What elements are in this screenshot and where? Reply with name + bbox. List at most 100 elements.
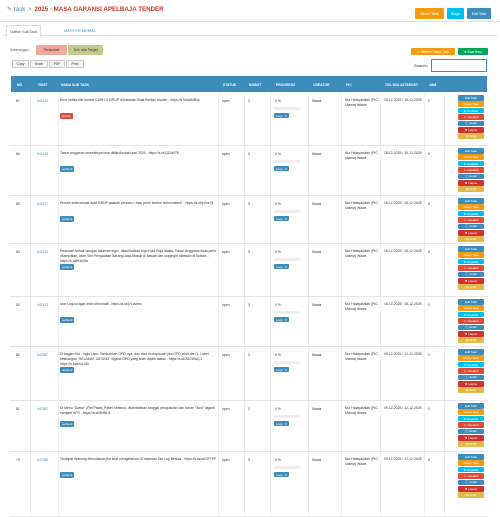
modul-task-button[interactable]: Modul Task: [458, 355, 484, 361]
duplikat-button[interactable]: ⧉ Duplikat: [458, 466, 484, 473]
detail-button[interactable]: ⓘ detail: [458, 271, 484, 278]
hapus-button[interactable]: ✖ Hapus: [458, 331, 484, 337]
search-input[interactable]: [431, 59, 487, 72]
edit-task-button[interactable]: Edit Task: [458, 95, 484, 101]
modul-task-button[interactable]: Modul Task: [458, 204, 484, 210]
masalah-button[interactable]: ⚠ masalah: [458, 318, 484, 324]
arsip-button[interactable]: ▤ Arsip: [458, 284, 484, 290]
duplikat-button[interactable]: ⧉ Duplikat: [458, 311, 484, 318]
edit-task-button[interactable]: Edit Task: [458, 349, 484, 355]
ticket-link[interactable]: #42387: [37, 407, 49, 411]
masalah-button[interactable]: ⚠ masalah: [458, 473, 484, 479]
hapus-button[interactable]: ✖ Hapus: [458, 435, 484, 441]
logs-button[interactable]: Logs : 0: [274, 317, 289, 322]
masalah-button[interactable]: ⚠ masalah: [458, 265, 484, 271]
detail-label: detail: [469, 272, 477, 277]
modul-task-button[interactable]: Modul Task: [458, 460, 484, 466]
arsip-button[interactable]: ▤ Arsip: [458, 441, 484, 447]
logs-button[interactable]: Logs : 0: [274, 264, 289, 269]
masalah-button[interactable]: ⚠ masalah: [458, 167, 484, 173]
detail-button[interactable]: ⓘ detail: [458, 120, 484, 127]
refresh-status-button[interactable]: ✔ Refresh Status Task: [411, 48, 455, 55]
masalah-button[interactable]: ⚠ masalah: [458, 422, 484, 428]
ticket-link[interactable]: #42387: [37, 353, 49, 357]
logs-button[interactable]: Logs : 0: [274, 367, 289, 372]
hapus-button[interactable]: ✖ Hapus: [458, 230, 484, 236]
edit-task-button[interactable]: Edit Task: [458, 454, 484, 460]
hapus-button[interactable]: ✖ Hapus: [458, 180, 484, 186]
detail-button[interactable]: ⓘ detail: [458, 324, 484, 331]
duplikat-button[interactable]: ⧉ Duplikat: [458, 160, 484, 167]
ticket-link[interactable]: #42418: [37, 152, 49, 156]
ticket-link[interactable]: #42416: [37, 250, 49, 254]
jam-value: 0: [428, 353, 430, 357]
edit-task-button[interactable]: Edit Task: [458, 403, 484, 409]
ticket-link[interactable]: #42419: [37, 99, 49, 103]
column-header-status[interactable]: STATUS: [223, 82, 237, 87]
logs-button[interactable]: Logs : 0: [274, 113, 289, 118]
ringo-button[interactable]: Ringo: [447, 8, 464, 19]
detail-button[interactable]: ⓘ detail: [458, 173, 484, 180]
edit-task-button[interactable]: Edit Task: [458, 198, 484, 204]
detail-button[interactable]: ⓘ detail: [458, 223, 484, 230]
excel-button[interactable]: Excel: [30, 60, 48, 68]
breadcrumb-link-task[interactable]: task: [13, 6, 26, 13]
duplikat-button[interactable]: ⧉ Duplikat: [458, 415, 484, 422]
duplikat-button[interactable]: ⧉ Duplikat: [458, 210, 484, 217]
progress-text: 0 %: [275, 250, 281, 254]
buat-baru-button[interactable]: ✚ Buat Baru: [458, 48, 488, 55]
edit-task-button[interactable]: Edit Task: [467, 8, 491, 19]
copy-button[interactable]: Copy: [12, 60, 29, 68]
ticket-link[interactable]: #42417: [37, 202, 49, 206]
hapus-button[interactable]: ✖ Hapus: [458, 127, 484, 133]
edit-task-label: Edit Task: [464, 198, 478, 203]
logs-button[interactable]: Logs : 0: [274, 421, 289, 426]
progress-text: 0 %: [275, 152, 281, 156]
edit-task-button[interactable]: Edit Task: [458, 299, 484, 305]
arsip-button[interactable]: ▤ Arsip: [458, 133, 484, 139]
arsip-button[interactable]: ▤ Arsip: [458, 337, 484, 343]
masalah-button[interactable]: ⚠ masalah: [458, 217, 484, 223]
arsip-button[interactable]: ▤ Arsip: [458, 492, 484, 498]
arsip-button[interactable]: ▤ Arsip: [458, 186, 484, 192]
hapus-button[interactable]: ✖ Hapus: [458, 278, 484, 284]
tab-master-memal[interactable]: MASTER MEMAL: [64, 28, 97, 33]
edit-task-button[interactable]: Edit Task: [458, 148, 484, 154]
hapus-button[interactable]: ✖ Hapus: [458, 486, 484, 492]
column-header-no[interactable]: NO: [17, 82, 23, 87]
detail-button[interactable]: ⓘ detail: [458, 374, 484, 381]
hapus-button[interactable]: ✖ Hapus: [458, 381, 484, 387]
logs-button[interactable]: Logs : 0: [274, 166, 289, 171]
column-header-creator[interactable]: CREATOR: [313, 82, 330, 87]
print-button[interactable]: Print: [66, 60, 84, 68]
column-header-jam[interactable]: JAM: [429, 82, 437, 87]
modul-task-button[interactable]: Modul Task: [458, 252, 484, 258]
logs-button[interactable]: Logs : 0: [274, 216, 289, 221]
logs-button[interactable]: Logs : 0: [274, 472, 289, 477]
column-header-pic[interactable]: PIC: [346, 82, 352, 87]
column-header-tiket[interactable]: TIKET: [38, 82, 48, 87]
duplikat-button[interactable]: ⧉ Duplikat: [458, 258, 484, 265]
modul-task-button[interactable]: Modul Task: [458, 409, 484, 415]
masalah-button[interactable]: ⚠ masalah: [458, 114, 484, 120]
modul-task-button[interactable]: Modul Task: [458, 154, 484, 160]
ticket-link[interactable]: #42413: [37, 303, 49, 307]
duplikat-button[interactable]: ⧉ Duplikat: [458, 107, 484, 114]
detail-button[interactable]: ⓘ detail: [458, 428, 484, 435]
modul-task-button[interactable]: Modul Task: [458, 305, 484, 311]
column-header-tgl[interactable]: TGL MULAI/TARGET: [385, 82, 419, 87]
arsip-button[interactable]: ▤ Arsip: [458, 236, 484, 242]
column-header-bobot[interactable]: BOBOT: [249, 82, 262, 87]
tab-daftar-subtask[interactable]: Daftar SubTask: [6, 25, 42, 37]
ticket-link[interactable]: #42386: [37, 458, 49, 462]
edit-task-button[interactable]: Edit Task: [458, 246, 484, 252]
detail-button[interactable]: ⓘ detail: [458, 479, 484, 486]
modul-task-button[interactable]: Modul Task: [458, 101, 484, 107]
column-header-progress[interactable]: PROGRESS: [276, 82, 296, 87]
duplikat-button[interactable]: ⧉ Duplikat: [458, 361, 484, 368]
pdf-button[interactable]: PDF: [49, 60, 65, 68]
column-header-name[interactable]: NAMA SUB TASK: [61, 82, 90, 87]
masalah-button[interactable]: ⚠ masalah: [458, 368, 484, 374]
modul-task-button[interactable]: Modul Task: [415, 8, 444, 19]
arsip-button[interactable]: ▤ Arsip: [458, 387, 484, 393]
